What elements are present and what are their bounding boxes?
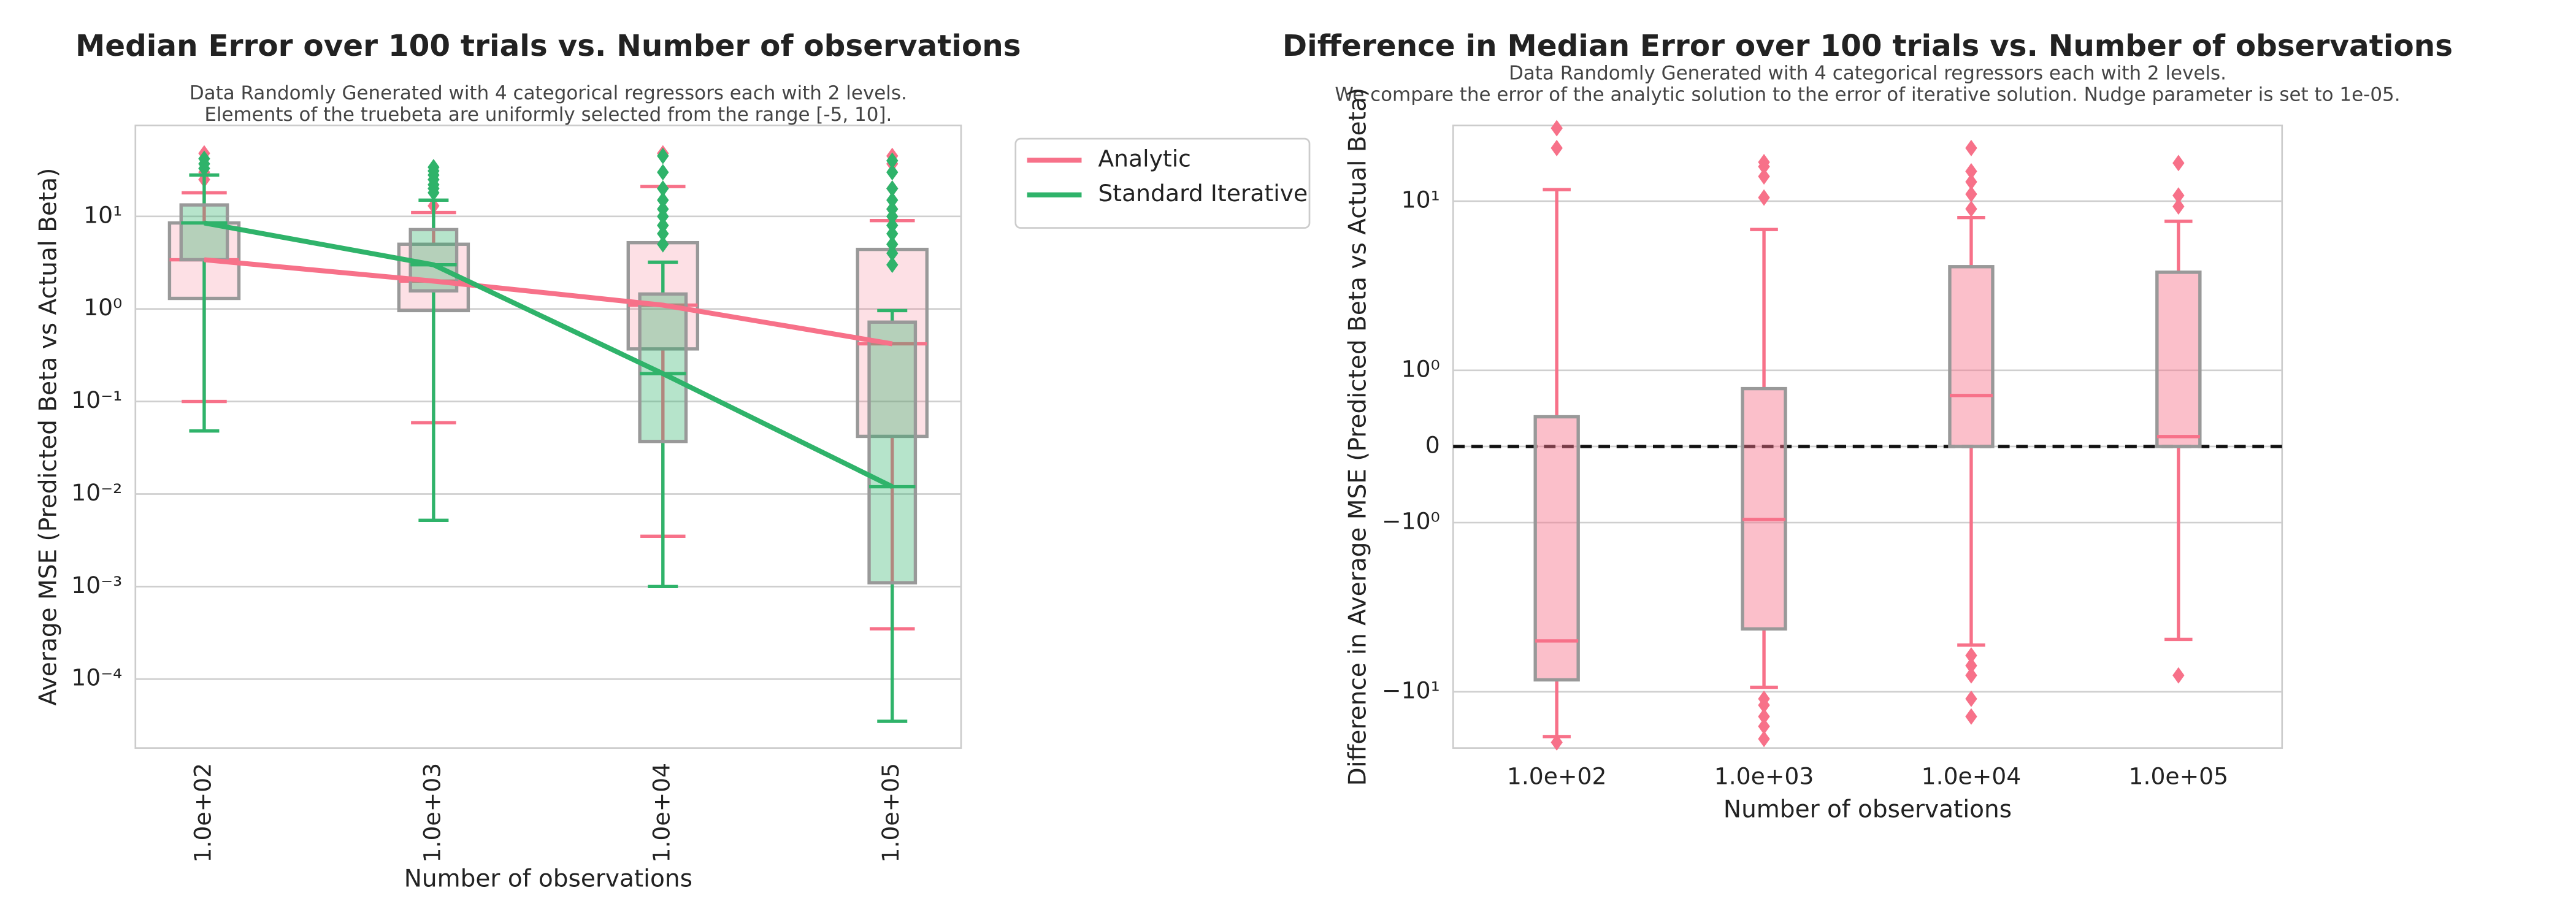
y-tick-label: 10⁻² xyxy=(71,479,122,506)
outlier xyxy=(1965,667,1977,684)
outlier xyxy=(657,217,669,234)
legend-label: Standard Iterative xyxy=(1098,180,1308,207)
outlier xyxy=(1758,718,1770,735)
box-body xyxy=(2155,270,2202,448)
outlier xyxy=(657,191,669,209)
outlier xyxy=(886,236,899,253)
outlier xyxy=(1551,120,1563,137)
x-tick-label: 1.0e+02 xyxy=(1507,763,1607,790)
y-tick-label: 10¹ xyxy=(1401,186,1440,213)
box xyxy=(2155,155,2202,684)
outlier xyxy=(886,225,899,242)
outlier xyxy=(1965,139,1977,156)
chart-subtitle: Data Randomly Generated with 4 categoric… xyxy=(1509,63,2226,85)
median-line xyxy=(204,257,893,347)
chart-subtitle: We compare the error of the analytic sol… xyxy=(1335,84,2400,106)
y-tick-label: 10⁻³ xyxy=(71,572,122,599)
box xyxy=(1948,139,1995,725)
box-body xyxy=(638,292,688,443)
x-axis-label: Number of observations xyxy=(404,865,692,893)
y-tick-label: −10¹ xyxy=(1382,677,1440,703)
chart-title: Difference in Median Error over 100 tria… xyxy=(1282,29,2453,63)
chart-subtitle: Elements of the truebeta are uniformly s… xyxy=(204,104,892,126)
outlier xyxy=(886,256,899,274)
outlier xyxy=(198,150,210,167)
y-tick-label: 0 xyxy=(1425,431,1440,458)
outlier xyxy=(657,225,669,242)
outlier xyxy=(657,236,669,253)
y-axis-label: Difference in Average MSE (Predicted Bet… xyxy=(1344,88,1371,786)
y-tick-label: 10¹ xyxy=(83,201,122,228)
y-tick-label: 10⁰ xyxy=(83,294,122,321)
outlier xyxy=(886,245,899,262)
box xyxy=(638,147,688,589)
outlier xyxy=(1965,647,1977,664)
outlier xyxy=(1965,657,1977,674)
median-line xyxy=(204,220,894,489)
x-tick-label: 1.0e+03 xyxy=(1714,763,1814,790)
outlier xyxy=(427,159,440,176)
outlier xyxy=(1551,734,1563,751)
outlier xyxy=(1758,697,1770,714)
outlier xyxy=(1965,690,1977,707)
outlier xyxy=(886,152,899,169)
box-body xyxy=(1533,415,1580,682)
outlier xyxy=(1758,730,1770,748)
legend-box xyxy=(1014,137,1311,229)
box-body xyxy=(1948,265,1995,448)
x-tick-label: 1.0e+03 xyxy=(418,763,445,863)
outlier xyxy=(886,164,899,181)
box xyxy=(1741,153,1787,748)
outlier xyxy=(1551,139,1563,156)
outlier xyxy=(886,201,899,218)
legend-label: Analytic xyxy=(1098,145,1191,172)
outlier xyxy=(886,191,899,209)
outlier xyxy=(657,164,669,181)
outlier xyxy=(1758,168,1770,185)
outlier xyxy=(1965,163,1977,180)
outlier xyxy=(1758,708,1770,725)
box-body xyxy=(867,320,918,585)
x-tick-label: 1.0e+04 xyxy=(648,763,675,863)
plot-area xyxy=(1452,125,2283,749)
outlier xyxy=(2172,667,2185,684)
x-tick-label: 1.0e+05 xyxy=(2128,763,2228,790)
outlier xyxy=(657,180,669,197)
box-body xyxy=(1741,386,1787,631)
chart-subtitle: Data Randomly Generated with 4 categoric… xyxy=(190,82,907,104)
y-axis-label: Average MSE (Predicted Beta vs Actual Be… xyxy=(34,168,62,706)
y-tick-label: −10⁰ xyxy=(1382,508,1440,535)
outlier xyxy=(657,147,669,164)
outlier xyxy=(2172,155,2185,172)
x-tick-label: 1.0e+02 xyxy=(189,763,216,863)
box xyxy=(867,152,918,723)
box xyxy=(179,150,229,433)
outlier xyxy=(1965,186,1977,203)
box-body xyxy=(179,203,229,262)
y-tick-label: 10⁻¹ xyxy=(71,386,122,413)
outlier xyxy=(886,180,899,197)
y-tick-label: 10⁻⁴ xyxy=(71,664,122,691)
x-tick-label: 1.0e+04 xyxy=(1922,763,2022,790)
outlier xyxy=(1758,158,1770,175)
outlier xyxy=(1965,201,1977,218)
x-tick-label: 1.0e+05 xyxy=(877,763,904,863)
outlier xyxy=(1965,708,1977,725)
outlier xyxy=(886,217,899,234)
outlier xyxy=(2172,198,2185,215)
y-tick-label: 10⁰ xyxy=(1401,355,1440,382)
plot-area xyxy=(134,125,962,749)
box xyxy=(1533,120,1580,751)
x-axis-label: Number of observations xyxy=(1723,795,2012,823)
chart-title: Median Error over 100 trials vs. Number … xyxy=(75,29,1021,63)
outlier xyxy=(2172,187,2185,204)
outlier xyxy=(1965,174,1977,190)
outlier xyxy=(1758,189,1770,206)
outlier xyxy=(657,201,669,218)
